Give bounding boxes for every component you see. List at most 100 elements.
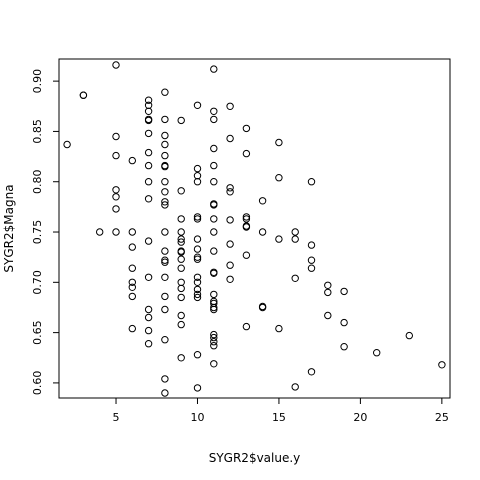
y-tick-label: 0.70 bbox=[31, 270, 44, 295]
data-point bbox=[177, 187, 185, 195]
data-point bbox=[210, 65, 218, 73]
data-point bbox=[193, 351, 202, 359]
plot-frame bbox=[58, 58, 451, 399]
data-point bbox=[161, 247, 169, 255]
data-point bbox=[210, 338, 218, 346]
data-point bbox=[340, 318, 348, 327]
data-point bbox=[161, 162, 169, 171]
data-point bbox=[63, 140, 71, 149]
data-point bbox=[307, 264, 316, 272]
data-point bbox=[161, 188, 169, 196]
data-point bbox=[226, 261, 234, 269]
data-point bbox=[226, 184, 234, 192]
data-point bbox=[144, 129, 153, 138]
data-point bbox=[161, 336, 169, 344]
data-point bbox=[340, 287, 348, 296]
data-point bbox=[226, 240, 234, 248]
data-point bbox=[161, 198, 169, 206]
data-point bbox=[161, 131, 169, 140]
data-point bbox=[210, 107, 218, 116]
data-point bbox=[144, 340, 153, 348]
data-point bbox=[161, 178, 169, 186]
data-point bbox=[177, 320, 185, 329]
data-point bbox=[226, 275, 234, 283]
data-point bbox=[193, 278, 202, 286]
data-point bbox=[177, 354, 185, 362]
data-point bbox=[210, 161, 218, 170]
data-point bbox=[210, 228, 218, 236]
data-point bbox=[177, 235, 185, 243]
data-point bbox=[177, 284, 185, 293]
data-point bbox=[161, 292, 169, 301]
data-point bbox=[128, 283, 137, 291]
data-point bbox=[177, 255, 185, 263]
data-point bbox=[193, 213, 202, 221]
data-point bbox=[112, 186, 120, 194]
data-point bbox=[275, 138, 283, 147]
data-point bbox=[193, 273, 202, 281]
x-tick-label: 5 bbox=[113, 411, 120, 424]
y-axis: 0.60 0.65 0.70 0.75 0.80 0.85 0.90 bbox=[31, 69, 60, 395]
data-point bbox=[324, 311, 332, 320]
data-point bbox=[291, 274, 299, 282]
data-point bbox=[193, 178, 202, 186]
data-point bbox=[177, 116, 185, 125]
data-point bbox=[161, 151, 169, 160]
data-point bbox=[144, 96, 153, 104]
data-point bbox=[144, 195, 153, 203]
x-tick-label: 20 bbox=[353, 411, 367, 424]
data-point bbox=[210, 342, 218, 350]
data-point bbox=[112, 151, 120, 160]
data-point bbox=[144, 161, 153, 170]
data-point bbox=[177, 215, 185, 223]
data-point bbox=[193, 255, 202, 263]
data-point bbox=[258, 228, 267, 236]
data-point bbox=[210, 144, 218, 153]
y-tick-label: 0.90 bbox=[31, 69, 44, 94]
data-point bbox=[210, 201, 218, 209]
y-axis-label: SYGR2$Magna bbox=[2, 184, 16, 272]
data-point bbox=[258, 303, 267, 312]
data-point bbox=[405, 331, 413, 340]
data-point bbox=[96, 228, 104, 236]
data-point bbox=[324, 281, 332, 289]
data-point bbox=[128, 278, 137, 286]
data-point bbox=[242, 124, 251, 133]
data-point bbox=[79, 91, 88, 99]
data-point bbox=[161, 201, 169, 209]
y-tick-label: 0.85 bbox=[31, 119, 44, 144]
data-point bbox=[144, 107, 153, 116]
data-point bbox=[242, 223, 251, 231]
data-point bbox=[210, 360, 218, 368]
data-point bbox=[242, 149, 251, 158]
data-point bbox=[161, 258, 169, 266]
data-point bbox=[258, 197, 267, 205]
data-point bbox=[161, 375, 169, 383]
data-point bbox=[128, 324, 137, 333]
data-point bbox=[112, 228, 120, 236]
data-point bbox=[193, 215, 202, 223]
data-point bbox=[226, 188, 234, 196]
data-point bbox=[275, 235, 283, 243]
data-point bbox=[144, 326, 153, 335]
data-point bbox=[177, 293, 185, 302]
data-point bbox=[128, 228, 137, 236]
data-point bbox=[307, 241, 316, 249]
data-point bbox=[226, 102, 234, 111]
x-tick-label: 10 bbox=[190, 411, 204, 424]
data-point bbox=[177, 248, 185, 256]
data-point bbox=[112, 132, 120, 141]
data-point bbox=[177, 264, 185, 272]
data-point bbox=[161, 389, 169, 397]
data-point bbox=[177, 228, 185, 236]
data-point bbox=[112, 61, 120, 69]
data-point bbox=[373, 349, 381, 357]
data-point bbox=[177, 238, 185, 246]
data-point bbox=[177, 311, 185, 320]
data-point bbox=[242, 251, 251, 259]
data-point bbox=[242, 213, 251, 221]
data-point bbox=[161, 115, 169, 124]
data-point bbox=[307, 256, 316, 264]
data-point bbox=[307, 368, 316, 376]
